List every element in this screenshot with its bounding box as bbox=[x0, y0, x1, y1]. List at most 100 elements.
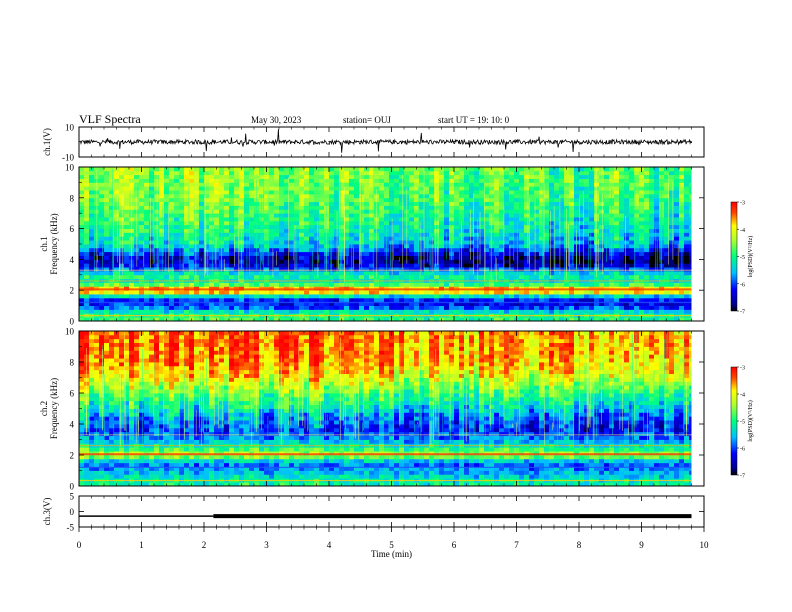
spectrogram-cell bbox=[159, 174, 165, 179]
spectrogram-cell bbox=[414, 217, 420, 222]
spectrogram-cell bbox=[364, 209, 370, 214]
spectrogram-cell bbox=[519, 205, 525, 210]
spectrogram-cell bbox=[264, 259, 270, 264]
spectrogram-cell bbox=[79, 197, 85, 203]
spectrogram-cell bbox=[199, 240, 205, 245]
spectrogram-cell bbox=[274, 174, 280, 179]
spectrogram-cell bbox=[364, 259, 370, 264]
spectrogram-cell bbox=[559, 301, 565, 306]
spectrogram-cell bbox=[289, 274, 295, 280]
spectrogram-cell bbox=[524, 297, 530, 303]
spectrogram-cell bbox=[509, 263, 515, 268]
spectrogram-cell bbox=[169, 236, 175, 241]
spectrogram-cell bbox=[394, 182, 400, 187]
spectrogram-cell bbox=[289, 255, 295, 260]
spectrogram-cell bbox=[574, 186, 580, 191]
spectrogram-cell bbox=[514, 205, 520, 210]
spectrogram-cell bbox=[179, 251, 185, 256]
spectrogram-cell bbox=[489, 193, 495, 199]
spectrogram-cell bbox=[649, 267, 655, 272]
spectrogram-cell bbox=[449, 224, 455, 229]
spectrogram-cell bbox=[149, 167, 155, 172]
spectrogram-cell bbox=[234, 274, 240, 280]
spectrogram-cell bbox=[539, 170, 545, 176]
spectrogram-cell bbox=[479, 205, 485, 210]
spectrogram-cell bbox=[324, 193, 330, 199]
spectrogram-cell bbox=[489, 228, 495, 233]
spectrogram-cell bbox=[654, 267, 660, 272]
spectrogram-cell bbox=[419, 224, 425, 229]
spectrogram-cell bbox=[279, 274, 285, 280]
spectrogram-cell bbox=[634, 282, 640, 287]
spectrogram-cell bbox=[299, 251, 305, 256]
spectrogram-cell bbox=[264, 240, 270, 245]
spectrogram-cell bbox=[639, 282, 645, 287]
spectrogram-cell bbox=[274, 178, 280, 183]
spectrogram-cell bbox=[389, 305, 395, 310]
spectrogram-cell bbox=[209, 274, 215, 280]
spectrogram-cell bbox=[519, 201, 525, 206]
spectrogram-cell bbox=[264, 305, 270, 310]
spectrogram-cell bbox=[389, 201, 395, 206]
spectrogram-cell bbox=[464, 236, 470, 241]
spectrogram-cell bbox=[669, 270, 675, 276]
spectrogram-cell bbox=[184, 240, 190, 245]
spectrogram-cell bbox=[679, 174, 685, 179]
spectrogram-cell bbox=[339, 174, 345, 179]
spectrogram-cell bbox=[539, 201, 545, 206]
spectrogram-cell bbox=[674, 244, 680, 249]
spectrogram-cell bbox=[379, 174, 385, 179]
spectrogram-cell bbox=[304, 317, 310, 322]
spectrogram-cell bbox=[229, 244, 235, 249]
spectrogram-cell bbox=[214, 228, 220, 233]
spectrogram-cell bbox=[309, 301, 315, 306]
spectrogram-cell bbox=[474, 220, 480, 226]
spectrogram-cell bbox=[94, 301, 100, 306]
spectrogram-cell bbox=[569, 305, 575, 310]
spectrogram-cell bbox=[484, 290, 490, 295]
spectrogram-cell bbox=[434, 305, 440, 310]
spectrogram-cell bbox=[669, 220, 675, 226]
spectrogram-cell bbox=[439, 309, 445, 314]
spectrogram-cell bbox=[654, 263, 660, 268]
spectrogram-cell bbox=[124, 301, 130, 306]
spectrogram-cell bbox=[619, 301, 625, 306]
spectrogram-cell bbox=[274, 167, 280, 172]
spectrogram-cell bbox=[209, 255, 215, 260]
spectrogram-cell bbox=[619, 224, 625, 229]
spectrogram-cell bbox=[414, 309, 420, 314]
spectrogram-cell bbox=[684, 294, 690, 299]
spectrogram-cell bbox=[394, 267, 400, 272]
spectrogram-cell bbox=[214, 201, 220, 206]
spectrogram-cell bbox=[554, 170, 560, 176]
spectrogram-cell bbox=[464, 301, 470, 306]
spectrogram-cell bbox=[169, 305, 175, 310]
spectrogram-cell bbox=[79, 240, 85, 245]
spectrogram-cell bbox=[259, 174, 265, 179]
spectrogram-cell bbox=[384, 317, 390, 322]
spectrogram-cell bbox=[419, 309, 425, 314]
spectrogram-cell bbox=[464, 190, 470, 195]
spectrogram-cell bbox=[509, 197, 515, 203]
spectrogram-cell bbox=[559, 297, 565, 303]
spectrogram-cell bbox=[584, 294, 590, 299]
spectrogram-cell bbox=[299, 263, 305, 268]
spectrogram-cell bbox=[424, 255, 430, 260]
spectrogram-cell bbox=[274, 220, 280, 226]
spectrogram-cell bbox=[124, 209, 130, 214]
spectrogram-cell bbox=[534, 294, 540, 299]
spectrogram-cell bbox=[604, 209, 610, 214]
spectrogram-cell bbox=[264, 224, 270, 229]
spectrogram-cell bbox=[114, 297, 120, 303]
spectrogram-cell bbox=[599, 190, 605, 195]
spectrogram-cell bbox=[109, 294, 115, 299]
spectrogram-cell bbox=[624, 282, 630, 287]
spectrogram-cell bbox=[579, 317, 585, 322]
spectrogram-cell bbox=[314, 309, 320, 314]
spectrogram-cell bbox=[184, 236, 190, 241]
spectrogram-cell bbox=[154, 301, 160, 306]
spectrogram-cell bbox=[674, 267, 680, 272]
spectrogram-cell bbox=[429, 209, 435, 214]
spectrogram-cell bbox=[674, 205, 680, 210]
spectrogram-cell bbox=[669, 190, 675, 195]
